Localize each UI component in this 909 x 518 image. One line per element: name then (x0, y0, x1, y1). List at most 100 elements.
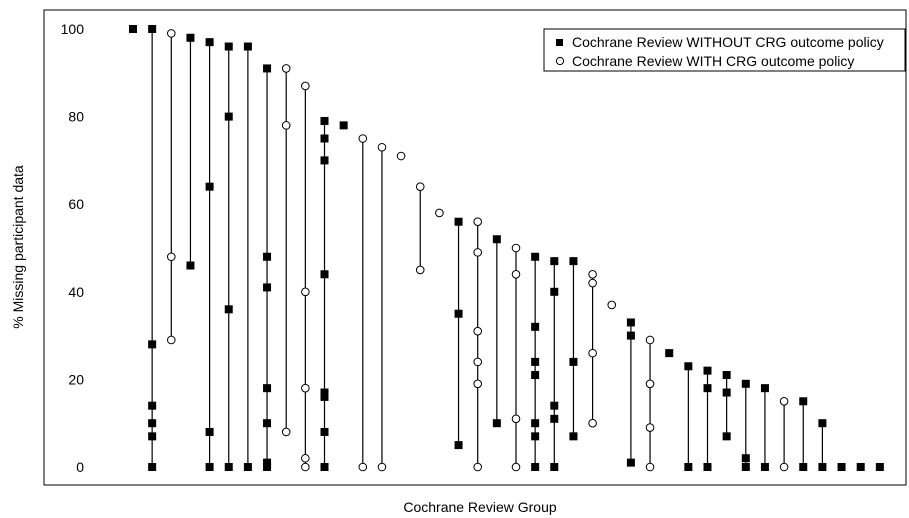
review-group-15 (396, 151, 406, 161)
point-without-policy (550, 414, 559, 423)
point-with-policy (281, 64, 291, 73)
point-without-policy (492, 235, 501, 244)
point-with-policy (473, 217, 483, 227)
point-with-policy (607, 300, 617, 310)
point-with-policy (511, 269, 521, 279)
point-without-policy (741, 454, 750, 463)
review-group-39 (856, 463, 865, 471)
point-without-policy (741, 379, 750, 388)
point-with-policy (415, 182, 425, 191)
point-without-policy (703, 463, 712, 471)
legend-marker-with-policy (555, 56, 565, 66)
y-axis-ticks: 0 20 40 60 80 100 (61, 21, 85, 475)
point-without-policy (148, 340, 157, 349)
legend: Cochrane Review WITHOUT CRG outcome poli… (543, 28, 906, 72)
point-with-policy (511, 462, 521, 472)
review-group-6 (224, 42, 233, 471)
point-without-policy (569, 357, 578, 366)
point-with-policy (301, 462, 310, 472)
point-without-policy (818, 419, 827, 428)
point-without-policy (186, 261, 195, 270)
point-without-policy (320, 427, 329, 436)
point-with-policy (473, 357, 483, 367)
review-group-9 (281, 64, 291, 437)
review-group-36 (799, 397, 808, 471)
point-without-policy (760, 384, 769, 393)
point-with-policy (301, 453, 310, 463)
y-tick-label-100: 100 (61, 21, 85, 37)
y-tick-label-60: 60 (68, 196, 84, 212)
point-without-policy (224, 305, 233, 314)
point-without-policy (263, 463, 272, 471)
point-with-policy (377, 142, 387, 152)
point-without-policy (224, 463, 233, 471)
point-without-policy (205, 427, 214, 436)
review-group-21 (511, 243, 521, 472)
point-with-policy (473, 379, 483, 389)
review-group-20 (492, 235, 501, 428)
point-without-policy (320, 463, 329, 471)
point-with-policy (167, 252, 176, 262)
review-group-24 (569, 257, 578, 441)
point-without-policy (550, 287, 559, 296)
point-without-policy (531, 419, 540, 428)
point-with-policy (301, 383, 310, 393)
point-without-policy (569, 257, 578, 266)
point-with-policy (281, 427, 291, 437)
point-with-policy (167, 335, 176, 345)
point-without-policy (856, 463, 865, 471)
point-without-policy (531, 322, 540, 331)
review-group-13 (358, 134, 368, 472)
point-without-policy (320, 270, 329, 279)
point-with-policy (167, 29, 176, 38)
point-without-policy (454, 441, 463, 450)
point-without-policy (550, 257, 559, 266)
plot-frame (43, 9, 907, 486)
point-without-policy (148, 463, 157, 471)
review-group-26 (607, 300, 617, 310)
review-group-29 (665, 349, 674, 358)
review-group-40 (875, 463, 884, 471)
point-with-policy (588, 278, 597, 288)
point-with-policy (358, 134, 368, 143)
point-without-policy (224, 42, 233, 51)
review-group-11 (320, 116, 329, 471)
point-without-policy (320, 156, 329, 165)
review-group-38 (837, 463, 846, 471)
point-without-policy (531, 432, 540, 441)
point-without-policy (320, 388, 329, 397)
point-with-policy (473, 462, 483, 472)
point-with-policy (377, 462, 387, 472)
point-without-policy (703, 384, 712, 393)
point-without-policy (722, 432, 731, 441)
point-without-policy (454, 217, 463, 226)
point-without-policy (626, 318, 635, 327)
point-with-policy (645, 462, 655, 472)
point-with-policy (301, 287, 310, 297)
review-group-19 (473, 217, 483, 472)
review-group-2 (148, 25, 157, 471)
point-with-policy (473, 326, 483, 336)
point-with-policy (415, 265, 425, 275)
review-group-25 (588, 269, 597, 428)
point-without-policy (760, 463, 769, 471)
point-with-policy (645, 379, 655, 389)
point-without-policy (263, 283, 272, 292)
point-with-policy (645, 335, 655, 345)
review-group-17 (435, 208, 444, 218)
point-with-policy (779, 462, 789, 472)
review-group-4 (186, 33, 195, 270)
review-group-34 (760, 384, 769, 471)
point-with-policy (281, 121, 291, 130)
review-group-7 (243, 42, 252, 471)
point-without-policy (799, 397, 808, 406)
point-without-policy (837, 463, 846, 471)
point-with-policy (301, 81, 310, 91)
legend-label-without-policy: Cochrane Review WITHOUT CRG outcome poli… (572, 34, 884, 50)
review-group-35 (779, 397, 789, 472)
point-without-policy (569, 432, 578, 441)
legend-marker-without-policy (556, 39, 563, 46)
point-without-policy (224, 112, 233, 121)
point-without-policy (263, 419, 272, 428)
